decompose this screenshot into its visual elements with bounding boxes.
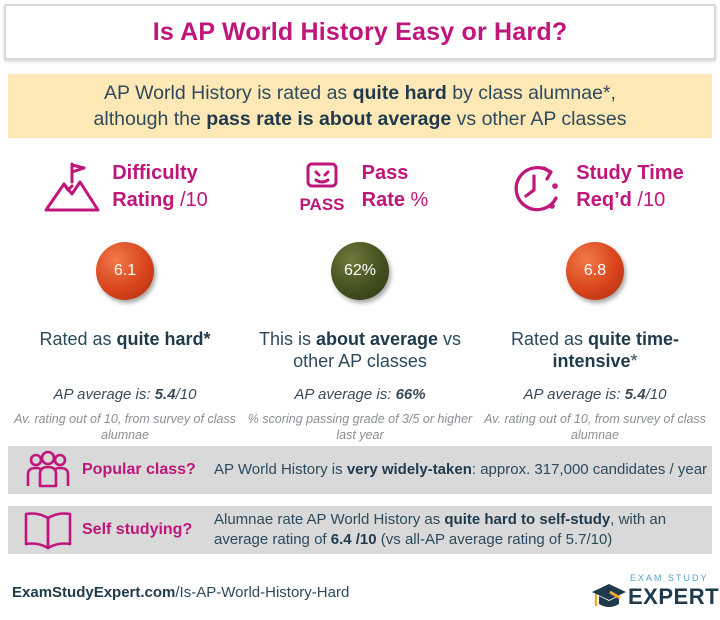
info-text-part: , with an average rating of	[214, 511, 667, 548]
pass-rate-column: PASS Pass Rate % 62% This is about avera…	[245, 160, 475, 443]
difficulty-column: Difficulty Rating /10 6.1 Rated as quite…	[10, 160, 240, 443]
summary-line-2: although the pass rate is about average …	[94, 106, 627, 132]
avg-value: 5.4	[154, 386, 176, 403]
pass-rate-value: 62%	[343, 262, 377, 279]
avg-value: 66%	[395, 386, 426, 403]
pass-icon-text: PASS	[299, 195, 344, 214]
url-path[interactable]: /Is-AP-World-History-Hard	[175, 584, 350, 601]
difficulty-value: 6.1	[113, 262, 137, 279]
info-text-part: : approx. 317,000 candidates / year	[471, 461, 708, 478]
difficulty-title: Difficulty Rating /10	[112, 160, 208, 214]
avg-unit: /10	[175, 386, 197, 403]
summary-text: although the	[93, 108, 207, 130]
difficulty-header: Difficulty Rating /10	[10, 160, 240, 230]
difficulty-value-ball: 6.1	[96, 242, 154, 300]
study-time-title-line2: Req’d	[576, 189, 632, 211]
summary-band: AP World History is rated as quite hard …	[8, 74, 712, 138]
group-people-icon	[26, 450, 70, 488]
pass-rate-unit: %	[405, 189, 429, 211]
pass-rate-ap-average: AP average is: 66%	[245, 386, 475, 403]
study-time-unit: /10	[631, 189, 666, 211]
popular-class-label: Popular class?	[82, 461, 196, 478]
summary-text: by class alumnae*,	[446, 82, 616, 104]
avg-label: AP average is:	[53, 386, 155, 403]
study-time-verdict: Rated as quite time-intensive*	[480, 328, 710, 374]
difficulty-ap-average: AP average is: 5.4/10	[10, 386, 240, 403]
difficulty-title-line1: Difficulty	[112, 162, 198, 184]
study-time-value-ball: 6.8	[566, 242, 624, 300]
open-book-icon	[24, 512, 72, 550]
summary-line-1: AP World History is rated as quite hard …	[104, 80, 616, 106]
summary-text: AP World History is rated as	[104, 82, 353, 104]
logo-wordmark: EXPERT	[628, 584, 720, 609]
difficulty-title-line2: Rating	[112, 189, 175, 211]
study-time-header: Study Time Req’d /10	[480, 160, 710, 230]
pass-rate-note: % scoring passing grade of 3/5 or higher…	[247, 412, 473, 442]
study-time-ap-average: AP average is: 5.4/10	[480, 386, 710, 403]
info-text-part: (vs all-AP average rating of 5.7/10)	[376, 531, 613, 548]
summary-text: vs other AP classes	[451, 108, 627, 130]
pass-rate-value-ball: 62%	[331, 242, 389, 300]
avg-value: 5.4	[624, 386, 646, 403]
study-time-column: Study Time Req’d /10 6.8 Rated as quite …	[480, 160, 710, 443]
pass-rate-header: PASS Pass Rate %	[245, 160, 475, 230]
verdict-text: *	[630, 351, 638, 371]
verdict-text: Rated as	[39, 329, 117, 349]
pass-rate-verdict: This is about average vs other AP classe…	[245, 328, 475, 374]
mountain-flag-icon	[44, 162, 100, 212]
summary-emphasis: pass rate is about average	[206, 108, 452, 130]
self-study-label: Self studying?	[82, 521, 193, 538]
info-text-emphasis: quite hard to self-study	[444, 511, 611, 528]
difficulty-unit: /10	[174, 189, 208, 211]
clock-arrow-icon	[514, 166, 559, 212]
verdict-text: This is	[258, 329, 316, 349]
source-url-link[interactable]: ExamStudyExpert.com/Is-AP-World-History-…	[12, 584, 349, 601]
info-text-emphasis: very widely-taken	[346, 461, 472, 478]
self-study-row: Self studying? Alumnae rate AP World His…	[8, 506, 712, 554]
page-title: Is AP World History Easy or Hard?	[152, 17, 568, 46]
logo-tagline: EXAM STUDY	[630, 573, 709, 583]
title-bar: Is AP World History Easy or Hard?	[4, 4, 716, 60]
graduation-cap-icon	[592, 584, 626, 607]
verdict-emphasis: quite time-intensive	[552, 329, 680, 371]
difficulty-note: Av. rating out of 10, from survey of cla…	[14, 412, 236, 442]
popular-class-text: AP World History is very widely-taken: a…	[208, 460, 707, 480]
verdict-text: Rated as	[510, 329, 589, 349]
pass-rate-title-line1: Pass	[361, 162, 409, 184]
info-text-emphasis: 6.4 /10	[330, 531, 377, 548]
info-text-part: AP World History is	[214, 461, 347, 478]
avg-label: AP average is:	[294, 386, 396, 403]
study-time-value: 6.8	[583, 262, 607, 279]
difficulty-verdict: Rated as quite hard*	[10, 328, 240, 374]
study-time-title: Study Time Req’d /10	[576, 160, 683, 214]
study-time-title-line1: Study Time	[576, 162, 684, 184]
pass-rate-title: Pass Rate %	[362, 160, 429, 214]
url-domain[interactable]: ExamStudyExpert.com	[12, 584, 176, 601]
avg-unit: /10	[645, 386, 667, 403]
self-study-text: Alumnae rate AP World History as quite h…	[208, 510, 712, 550]
popular-class-row: Popular class? AP World History is very …	[8, 446, 712, 494]
study-time-note: Av. rating out of 10, from survey of cla…	[484, 412, 706, 442]
avg-label: AP average is:	[523, 386, 625, 403]
summary-emphasis: quite hard	[352, 82, 447, 104]
info-text-part: Alumnae rate AP World History as	[214, 511, 445, 528]
verdict-emphasis: about average	[315, 329, 439, 349]
brand-logo: EXAM STUDY EXPERT	[590, 572, 720, 616]
pass-badge-icon: PASS	[299, 162, 344, 214]
verdict-emphasis: quite hard*	[116, 329, 211, 349]
verdict-text: vs other AP classes	[293, 329, 462, 371]
pass-rate-title-line2: Rate	[361, 189, 405, 211]
